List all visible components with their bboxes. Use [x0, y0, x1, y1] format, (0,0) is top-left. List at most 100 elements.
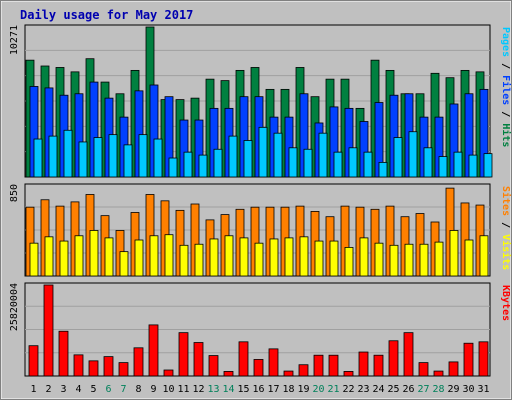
bar-sites-day-25: [389, 244, 399, 277]
bar-kbytes-day-29: [448, 361, 459, 377]
bar-pages-day-6: [108, 134, 118, 178]
bar-pages-day-20: [318, 132, 328, 178]
bar-kbytes-day-17: [268, 348, 279, 377]
legend-item: Hits: [500, 123, 512, 147]
bar-sites-day-18: [284, 237, 294, 277]
bar-kbytes-day-30: [463, 342, 474, 377]
x-tick-label-day-28: 28: [432, 384, 444, 395]
bar-kbytes-day-21: [328, 354, 339, 377]
bar-sites-day-23: [359, 237, 369, 277]
bar-sites-day-14: [224, 235, 234, 277]
bar-sites-day-31: [479, 235, 489, 277]
bar-sites-day-5: [89, 230, 99, 277]
bar-kbytes-day-24: [373, 354, 384, 377]
x-axis: 1 2 3 4 5 6 7 8 9 10 11 12 13 14 15 16 17 18 19 20 21 22 23 24 2…: [30, 384, 489, 395]
x-tick-label-day-27: 27: [417, 384, 429, 395]
x-tick-label-day-20: 20: [312, 384, 324, 395]
bar-pages-day-22: [348, 147, 358, 178]
y-max-tick-label: 850: [9, 184, 20, 202]
bar-kbytes-day-10: [163, 369, 174, 377]
chart-title: Daily usage for May 2017: [20, 8, 193, 22]
bar-kbytes-day-7: [118, 362, 129, 377]
bar-pages-day-31: [483, 153, 493, 178]
bar-pages-day-9: [153, 138, 163, 178]
bar-kbytes-day-26: [403, 332, 414, 377]
bar-kbytes-day-2: [43, 284, 54, 377]
bar-pages-day-28: [438, 156, 448, 178]
x-tick-label-day-22: 22: [342, 384, 354, 395]
x-tick-label-day-11: 11: [177, 384, 189, 395]
bar-pages-day-2: [48, 135, 58, 178]
bar-kbytes-day-22: [343, 371, 354, 377]
bar-pages-day-29: [453, 151, 463, 178]
x-tick-label-day-30: 30: [462, 384, 474, 395]
bar-pages-day-8: [138, 134, 148, 178]
bar-pages-day-5: [93, 137, 103, 178]
bar-pages-day-13: [213, 148, 223, 178]
bar-sites-day-30: [464, 239, 474, 277]
bar-kbytes-day-3: [58, 330, 69, 377]
legend-item: Pages: [500, 27, 511, 57]
bar-pages-day-1: [33, 138, 43, 178]
panel-visits-sites: 850 Sites / Visits: [9, 183, 512, 277]
y-max-tick-label: 25820004: [9, 283, 20, 331]
bar-sites-day-9: [149, 235, 159, 277]
x-tick-label-day-13: 13: [207, 384, 219, 395]
bar-kbytes-day-15: [238, 341, 249, 377]
x-tick-label-day-17: 17: [267, 384, 279, 395]
bar-kbytes-day-20: [313, 354, 324, 377]
y-max-tick-label: 10271: [9, 25, 20, 55]
bar-kbytes-day-27: [418, 362, 429, 377]
x-tick-label-day-24: 24: [372, 384, 384, 395]
bar-kbytes-day-12: [193, 342, 204, 377]
bar-kbytes-day-31: [478, 341, 489, 377]
bar-kbytes-day-6: [103, 356, 114, 377]
legend-item: Sites: [500, 186, 512, 216]
bar-sites-day-20: [314, 240, 324, 277]
bar-pages-day-4: [78, 141, 88, 178]
bar-sites-day-29: [449, 230, 459, 277]
bar-sites-day-4: [74, 235, 84, 277]
bar-kbytes-day-11: [178, 332, 189, 377]
x-tick-label-day-18: 18: [282, 384, 294, 395]
bar-kbytes-day-28: [433, 370, 444, 377]
panel-hits-files-pages: 10271 Pages / Files / Hits: [9, 24, 512, 178]
legend-item: KBytes: [500, 285, 511, 321]
bar-kbytes-day-16: [253, 359, 264, 377]
bar-pages-day-26: [408, 131, 418, 178]
bar-pages-day-11: [183, 151, 193, 178]
bar-sites-day-12: [194, 243, 204, 277]
x-tick-label-day-21: 21: [327, 384, 339, 395]
x-tick-label-day-8: 8: [135, 384, 141, 395]
bar-pages-day-24: [378, 161, 388, 178]
x-tick-label-day-12: 12: [192, 384, 204, 395]
legend-visits-sites: Sites / Visits: [500, 186, 512, 270]
bar-kbytes-day-19: [298, 364, 309, 377]
bar-kbytes-day-5: [88, 360, 99, 377]
x-tick-label-day-29: 29: [447, 384, 459, 395]
bar-sites-day-13: [209, 238, 219, 277]
bar-pages-day-30: [468, 154, 478, 178]
bar-sites-day-28: [434, 241, 444, 277]
x-tick-label-day-25: 25: [387, 384, 399, 395]
bar-pages-day-27: [423, 147, 433, 178]
bar-kbytes-day-25: [388, 340, 399, 377]
panel-kbytes: 25820004 KBytes: [9, 282, 511, 377]
bar-kbytes-day-9: [148, 324, 159, 377]
bar-pages-day-3: [63, 129, 73, 178]
bar-sites-day-6: [104, 237, 114, 277]
bar-sites-day-8: [134, 239, 144, 277]
x-tick-label-day-9: 9: [150, 384, 156, 395]
legend-item: /: [500, 216, 511, 234]
x-tick-label-day-16: 16: [252, 384, 264, 395]
x-tick-label-day-5: 5: [90, 384, 96, 395]
bar-sites-day-3: [59, 240, 69, 277]
bar-kbytes-day-23: [358, 351, 369, 377]
bar-sites-day-16: [254, 242, 264, 277]
bar-kbytes-day-14: [223, 371, 234, 377]
bar-sites-day-22: [344, 247, 354, 277]
x-tick-label-day-3: 3: [60, 384, 66, 395]
bar-sites-day-21: [329, 240, 339, 277]
x-tick-label-day-10: 10: [162, 384, 174, 395]
